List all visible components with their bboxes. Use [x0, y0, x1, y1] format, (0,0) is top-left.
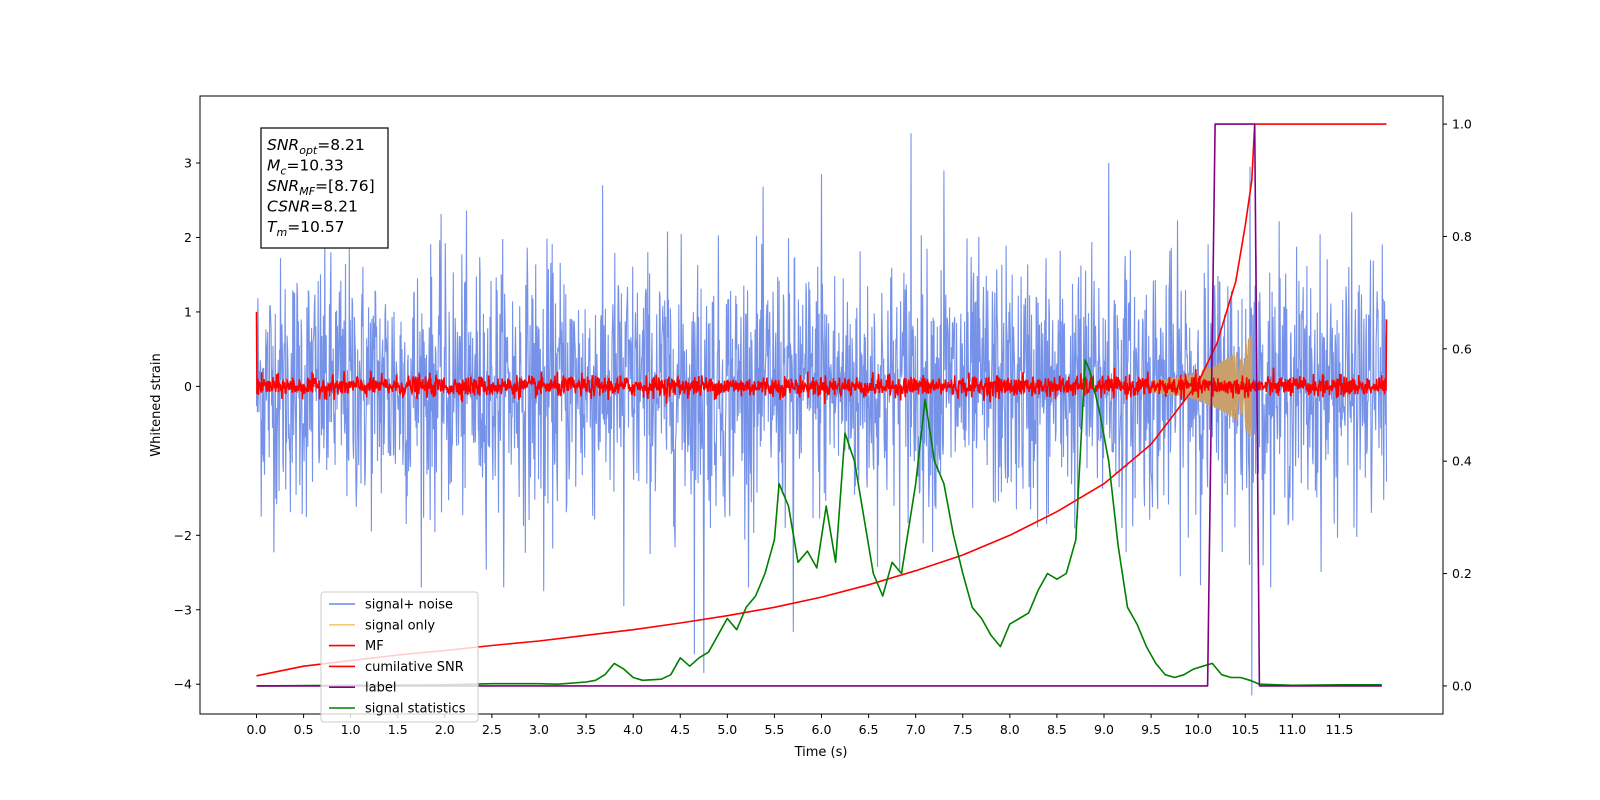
legend-entry-label: cumilative SNR — [365, 660, 464, 675]
y-left-tick-label: 0 — [184, 379, 192, 394]
legend-entry-label: label — [365, 681, 396, 696]
annotation-line: SNRopt=8.21 — [267, 136, 365, 157]
legend-entry-label: signal+ noise — [365, 598, 453, 613]
annotation-value: =10.33 — [286, 157, 343, 175]
annotation-symbol: SNR — [267, 136, 299, 154]
x-tick-label: 1.0 — [341, 722, 361, 737]
x-tick-label: 1.5 — [388, 722, 408, 737]
x-tick-label: 4.5 — [670, 722, 690, 737]
axes: 0.0 0.5 1.0 1.5 2.0 2.5 3.0 3.5 4.0 4.5 5.0 5.5 6.0 6… — [174, 117, 1472, 737]
legend-entry-label: signal statistics — [365, 702, 466, 717]
annotation-value: =8.21 — [310, 198, 358, 216]
annotation-subscript: c — [280, 165, 286, 178]
y-right-tick-label: 1.0 — [1452, 117, 1472, 132]
annotation-line: CSNR=8.21 — [267, 198, 358, 216]
x-tick-label: 6.0 — [812, 722, 832, 737]
y-left-tick-label: 1 — [184, 304, 192, 319]
y-right-tick-label: 0.4 — [1452, 454, 1472, 469]
y-right-tick-label: 0.6 — [1452, 341, 1472, 356]
annotation-symbol: T — [267, 218, 278, 236]
x-tick-label: 11.0 — [1278, 722, 1306, 737]
x-tick-label: 9.0 — [1094, 722, 1114, 737]
y-left-tick-label: −2 — [174, 528, 192, 543]
stats-annotation-box: SNRopt=8.21Mc=10.33SNRMF=[8.76]CSNR=8.21… — [260, 127, 389, 249]
y-right-tick-label: 0.0 — [1452, 678, 1472, 693]
annotation-line: Mc=10.33 — [267, 157, 344, 178]
y-right-tick-label: 0.8 — [1452, 229, 1472, 244]
annotation-subscript: MF — [299, 185, 315, 198]
x-tick-label: 8.5 — [1047, 722, 1067, 737]
legend: signal+ noise signal only MF cumilative SNR… — [320, 591, 479, 723]
x-tick-label: 2.0 — [435, 722, 455, 737]
y-right-tick-label: 0.2 — [1452, 566, 1472, 581]
annotation-subscript: m — [276, 226, 287, 239]
y-left-tick-label: 3 — [184, 156, 192, 171]
x-tick-label: 8.0 — [1000, 722, 1020, 737]
label-series-line — [256, 123, 1382, 687]
x-tick-label: 2.5 — [482, 722, 502, 737]
annotation-value: =8.21 — [317, 136, 365, 154]
x-tick-label: 4.0 — [623, 722, 643, 737]
annotation-subscript: opt — [299, 144, 318, 157]
annotation-line: Tm=10.57 — [267, 218, 345, 239]
y-left-tick-label: −3 — [174, 602, 192, 617]
x-tick-label: 7.5 — [953, 722, 973, 737]
x-axis-label: Time (s) — [794, 745, 848, 760]
x-tick-label: 3.5 — [576, 722, 596, 737]
y-left-tick-label: 2 — [184, 230, 192, 245]
legend-entry-label: MF — [365, 639, 384, 654]
signal-noise-series-line — [255, 133, 1388, 696]
x-tick-label: 3.0 — [529, 722, 549, 737]
legend-frame — [320, 591, 479, 723]
mf-series-line — [255, 311, 1388, 405]
annotation-value: =10.57 — [287, 218, 344, 236]
annotation-value: =[8.76] — [315, 177, 375, 195]
x-tick-label: 10.0 — [1184, 722, 1212, 737]
x-tick-label: 7.0 — [906, 722, 926, 737]
y-axis-label: Whitened strain — [149, 353, 164, 456]
x-tick-label: 5.5 — [764, 722, 784, 737]
annotation-symbol: M — [267, 157, 280, 175]
annotation-line: SNRMF=[8.76] — [267, 177, 375, 198]
signal-statistics-series-line — [256, 359, 1382, 687]
x-tick-label: 6.5 — [859, 722, 879, 737]
y-left-tick-label: −4 — [174, 677, 192, 692]
legend-entry-label: signal only — [365, 618, 435, 633]
annotation-symbol: SNR — [267, 177, 299, 195]
x-tick-label: 0.5 — [294, 722, 314, 737]
annotation-box-frame — [260, 127, 389, 249]
annotation-symbol: CSNR — [267, 198, 310, 216]
x-tick-label: 0.0 — [247, 722, 267, 737]
x-tick-label: 5.0 — [717, 722, 737, 737]
x-tick-label: 9.5 — [1141, 722, 1161, 737]
x-tick-label: 10.5 — [1231, 722, 1259, 737]
x-tick-label: 11.5 — [1325, 722, 1353, 737]
